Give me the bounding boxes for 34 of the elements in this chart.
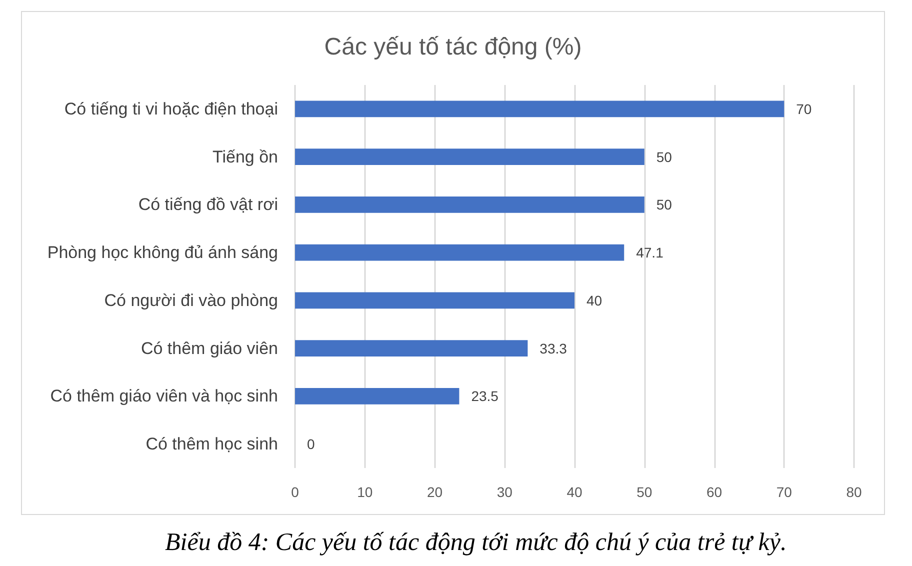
x-tick-label: 40 [566,484,582,500]
bar [295,388,460,404]
x-tick-label: 50 [636,484,652,500]
data-label: 70 [796,100,812,117]
y-tick-label: Có thêm giáo viên và học sinh [50,386,278,406]
y-tick-label: Tiếng ồn [212,147,278,166]
bar [295,244,624,261]
x-tick-label: 10 [357,484,373,500]
y-tick-label: Có người đi vào phòng [104,290,278,310]
data-label: 33.3 [540,340,568,356]
chart-title: Các yếu tố tác động (%) [324,34,582,60]
data-label: 50 [656,148,672,165]
data-label: 23.5 [471,388,499,404]
bar [295,100,784,118]
y-tick-label: Có tiếng ti vi hoặc điện thoại [64,99,278,118]
x-tick-label: 0 [291,484,300,500]
y-tick-label: Có thêm giáo viên [140,338,278,358]
data-label: 40 [586,292,602,308]
bar [295,340,528,356]
y-tick-label: Có thêm học sinh [146,434,278,454]
data-label: 0 [307,436,315,452]
x-tick-label: 20 [426,484,443,500]
x-tick-label: 80 [846,484,862,500]
y-tick-label: Phòng học không đủ ánh sáng [47,243,278,262]
y-tick-label: Có tiếng đồ vật rơi [138,195,278,214]
x-tick-label: 30 [496,484,513,500]
bar [295,196,644,213]
x-tick-label: 60 [706,484,722,500]
text: Biểu đồ 4: Các yếu tố tác động tới mức độ chú ý của trẻ tự kỷ. [165,528,787,558]
bar [295,148,644,165]
data-label: 50 [656,196,672,213]
x-tick-label: 70 [776,484,792,500]
data-label: 47.1 [636,244,664,261]
bar [295,292,574,309]
